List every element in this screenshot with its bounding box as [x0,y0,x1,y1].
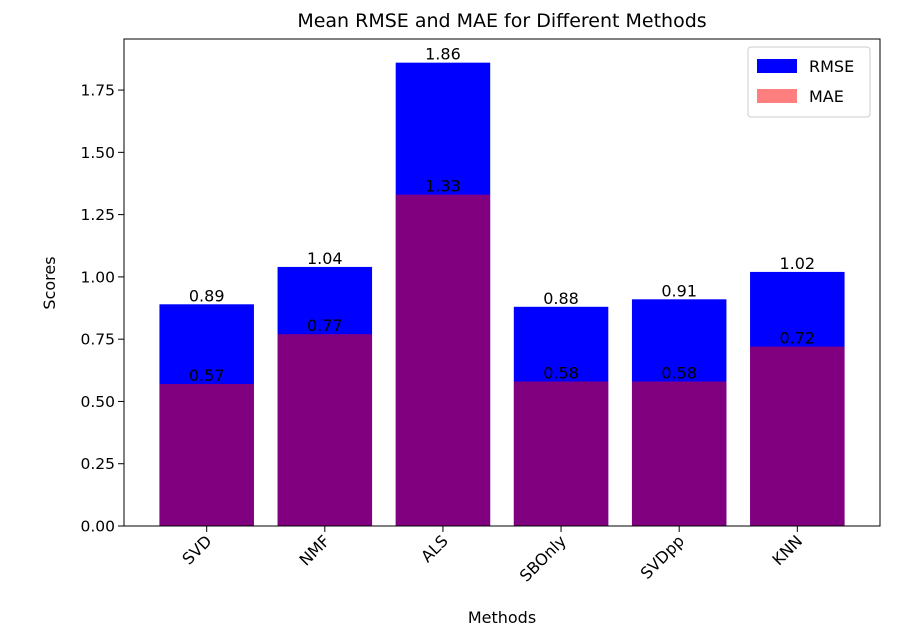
bar-mae-als [395,194,491,526]
data-label-mae-svdpp: 0.58 [661,364,697,383]
y-tick-label: 1.00 [80,268,115,286]
data-label-mae-als: 1.33 [425,177,461,196]
y-tick-label: 1.50 [80,144,115,162]
legend-label-mae: MAE [809,87,844,106]
bar-mae-svd [159,384,254,526]
x-tick-label: SBOnly [516,531,570,585]
bar-mae-sbonly [513,381,609,526]
x-axis: SVD NMF ALS SBOnly SVDpp KNN [178,526,806,585]
legend-label-rmse: RMSE [809,57,854,76]
y-tick-label: 1.75 [80,82,115,100]
y-axis: 0.00 0.25 0.50 0.75 1.00 1.25 1.50 1.75 [80,82,124,536]
legend-swatch-mae [757,89,797,103]
y-tick-label: 0.75 [80,331,115,349]
y-axis-label: Scores [40,256,59,309]
y-tick-label: 0.25 [80,455,115,473]
data-label-rmse-nmf: 1.04 [307,249,343,268]
x-tick-label: SVDpp [637,531,688,582]
data-label-rmse-knn: 1.02 [779,254,815,273]
x-tick-label: ALS [417,531,452,566]
data-label-mae-knn: 0.72 [779,329,815,348]
x-tick-label: KNN [768,531,806,569]
bar-mae-knn [750,346,845,526]
bar-mae-svdpp [631,381,727,526]
plot-area: 0.89 1.04 1.86 0.88 0.91 1.02 0.57 0.77 1.33 0.58… [159,45,845,526]
bar-mae-nmf [277,334,373,526]
data-label-rmse-svd: 0.89 [189,286,225,305]
data-label-rmse-als: 1.86 [425,45,461,64]
x-axis-label: Methods [468,608,536,627]
y-tick-label: 0.00 [80,518,115,536]
legend: RMSE MAE [747,46,871,118]
data-label-mae-sbonly: 0.58 [543,364,579,383]
y-tick-label: 1.25 [80,206,115,224]
legend-swatch-rmse [757,59,797,73]
data-label-mae-svd: 0.57 [189,366,225,385]
chart-title: Mean RMSE and MAE for Different Methods [297,10,706,32]
data-label-rmse-svdpp: 0.91 [661,281,697,300]
x-tick-label: NMF [295,531,333,569]
plot-frame [123,38,881,527]
data-label-rmse-sbonly: 0.88 [543,289,579,308]
y-tick-label: 0.50 [80,393,115,411]
x-tick-label: SVD [178,531,215,568]
data-label-mae-nmf: 0.77 [307,316,343,335]
